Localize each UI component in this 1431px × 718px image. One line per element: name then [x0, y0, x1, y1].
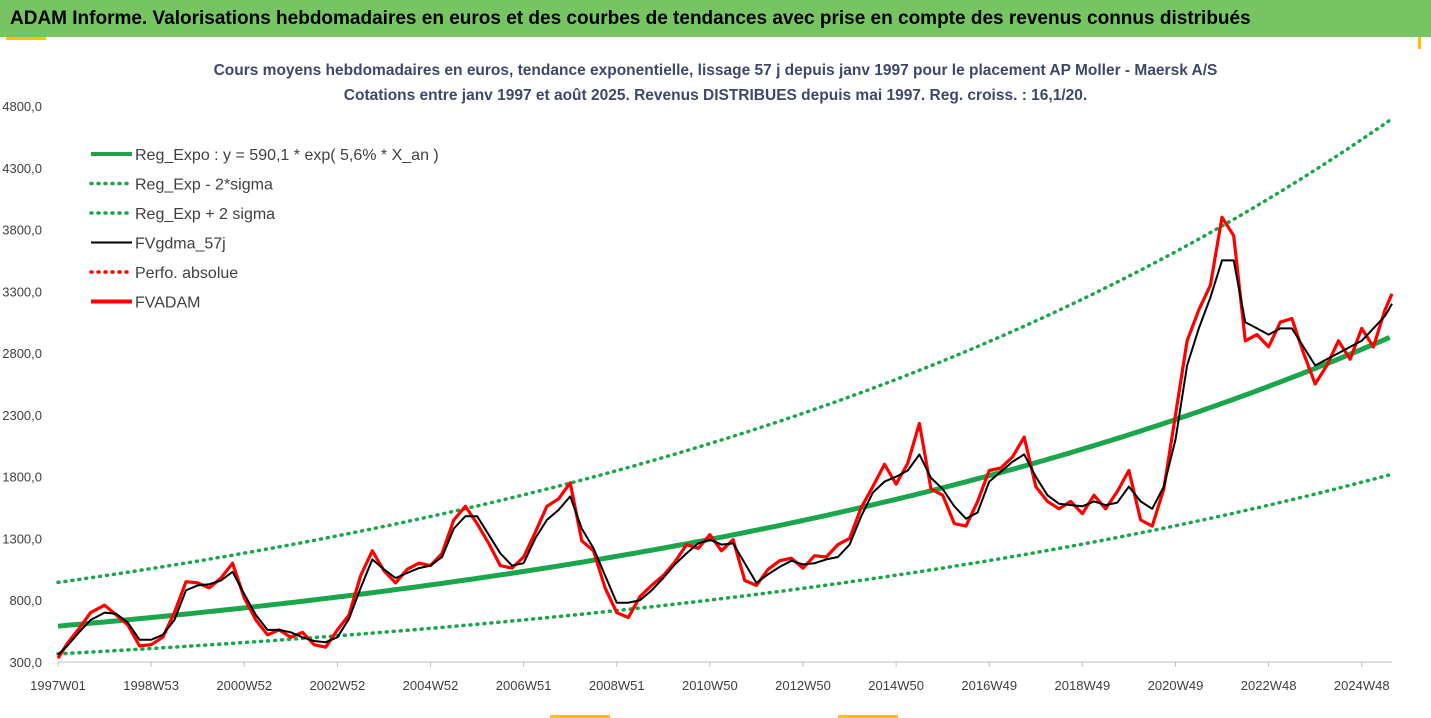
legend-label: Reg_Expo : y = 590,1 * exp( 5,6% * X_an … [135, 147, 439, 164]
series-layer [56, 118, 1394, 660]
series-line-2 [56, 118, 1392, 585]
x-tick-label: 2016W49 [961, 678, 1017, 693]
y-tick-label: 2800,0 [2, 346, 42, 361]
x-tick-label: 2000W52 [216, 678, 272, 693]
accent-mark-bottom-1 [550, 715, 610, 718]
x-tick-label: 2012W50 [775, 678, 831, 693]
report-banner-title: ADAM Informe. Valorisations hebdomadaire… [10, 8, 1251, 29]
y-tick-label: 800,0 [9, 593, 42, 608]
x-tick-label: 2014W50 [868, 678, 924, 693]
x-tick-label: 2004W52 [403, 678, 459, 693]
legend-label: Reg_Exp - 2*sigma [135, 177, 273, 194]
legend-label: Perfo. absolue [135, 265, 238, 282]
y-axis: 300,0 800,0 1300,0 1800,0 2300,0 2800,0 3300,0… [2, 99, 42, 670]
y-tick-label: 4300,0 [2, 161, 42, 176]
x-tick-label: 2022W48 [1241, 678, 1297, 693]
series-line-1 [56, 473, 1392, 656]
x-tick-label: 2006W51 [496, 678, 552, 693]
series-line-3 [57, 259, 1393, 656]
legend: Reg_Expo : y = 590,1 * exp( 5,6% * X_an … [89, 147, 439, 312]
series-line-5 [56, 215, 1394, 660]
report-banner: ADAM Informe. Valorisations hebdomadaire… [0, 0, 1431, 37]
x-tick-label: 2002W52 [310, 678, 366, 693]
y-tick-label: 1300,0 [2, 531, 42, 546]
chart-title: Cours moyens hebdomadaires en euros, ten… [213, 62, 1218, 79]
legend-label: Reg_Exp + 2 sigma [135, 206, 275, 223]
accent-mark-bottom-2 [838, 715, 898, 718]
x-tick-label: 2018W49 [1055, 678, 1111, 693]
chart-subtitle: Cotations entre janv 1997 et août 2025. … [343, 87, 1088, 104]
y-tick-label: 300,0 [9, 655, 42, 670]
y-tick-label: 1800,0 [2, 470, 42, 485]
x-tick-label: 2008W51 [589, 678, 645, 693]
x-tick-label: 2024W48 [1334, 678, 1390, 693]
accent-mark-top-right [1418, 37, 1421, 49]
y-tick-label: 2300,0 [2, 408, 42, 423]
legend-label: FVgdma_57j [135, 236, 226, 253]
series-line-0 [57, 335, 1391, 629]
x-tick-label: 1997W01 [30, 678, 86, 693]
x-tick-label: 2010W50 [682, 678, 738, 693]
accent-mark-top-left [6, 37, 46, 40]
y-tick-label: 4800,0 [2, 99, 42, 114]
y-tick-label: 3800,0 [2, 223, 42, 238]
legend-label: FVADAM [135, 295, 200, 312]
x-axis: 1997W01 1998W53 2000W52 2002W52 2004W52 2006W… [30, 661, 1392, 693]
x-tick-label: 1998W53 [123, 678, 179, 693]
y-tick-label: 3300,0 [2, 284, 42, 299]
x-tick-label: 2020W49 [1148, 678, 1204, 693]
